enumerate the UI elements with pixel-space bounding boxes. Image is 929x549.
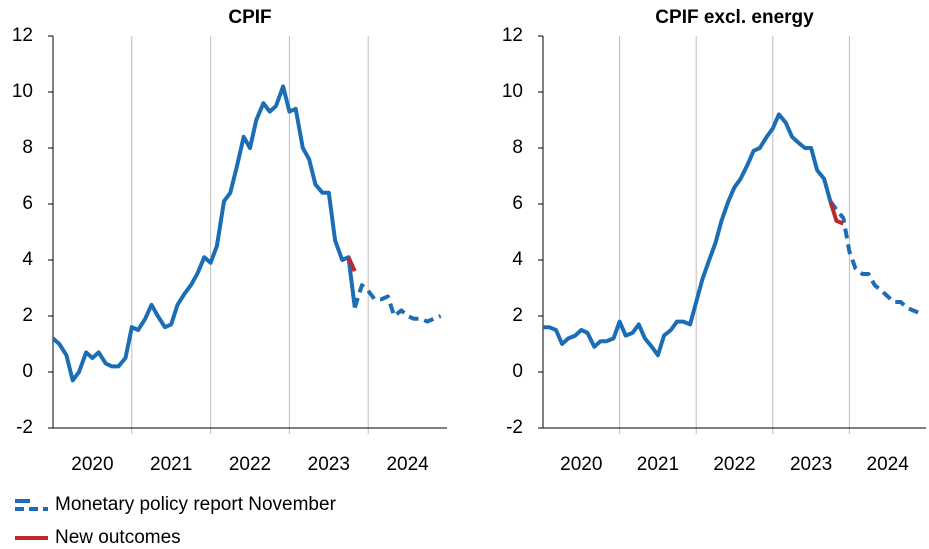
y-tick-label: 6	[22, 193, 33, 214]
x-tick-label: 2022	[713, 454, 755, 475]
y-tick-label: 12	[502, 25, 523, 46]
y-tick-label: 8	[512, 137, 523, 158]
legend-label: Monetary policy report November	[55, 494, 337, 515]
y-tick-label: 6	[512, 193, 523, 214]
legend-label: New outcomes	[55, 527, 181, 548]
series-line	[352, 283, 442, 324]
chart-title: CPIF excl. energy	[655, 7, 814, 28]
series-line	[828, 200, 845, 226]
y-tick-label: 10	[12, 81, 33, 102]
x-tick-label: 2023	[790, 454, 832, 475]
y-tick-label: 2	[22, 305, 33, 326]
y-tick-label: 12	[12, 25, 33, 46]
y-tick-label: -2	[16, 417, 33, 438]
y-tick-label: 0	[22, 361, 33, 382]
y-tick-label: 8	[22, 137, 33, 158]
x-tick-label: 2020	[560, 454, 602, 475]
y-tick-label: 2	[512, 305, 523, 326]
y-tick-label: 10	[502, 81, 523, 102]
series-line	[346, 256, 357, 273]
series-line	[51, 84, 357, 383]
series-line	[543, 112, 833, 358]
x-tick-label: 2022	[229, 454, 271, 475]
x-tick-label: 2023	[308, 454, 350, 475]
y-tick-label: 4	[22, 249, 33, 270]
x-tick-label: 2024	[386, 454, 429, 475]
y-tick-label: -2	[506, 417, 523, 438]
y-tick-label: 4	[512, 249, 523, 270]
x-tick-label: 2021	[637, 454, 679, 475]
series-line	[828, 200, 921, 316]
x-tick-label: 2021	[150, 454, 192, 475]
x-tick-label: 2020	[71, 454, 113, 475]
chart-title: CPIF	[228, 7, 271, 28]
x-tick-label: 2024	[867, 454, 910, 475]
y-tick-label: 0	[512, 361, 523, 382]
